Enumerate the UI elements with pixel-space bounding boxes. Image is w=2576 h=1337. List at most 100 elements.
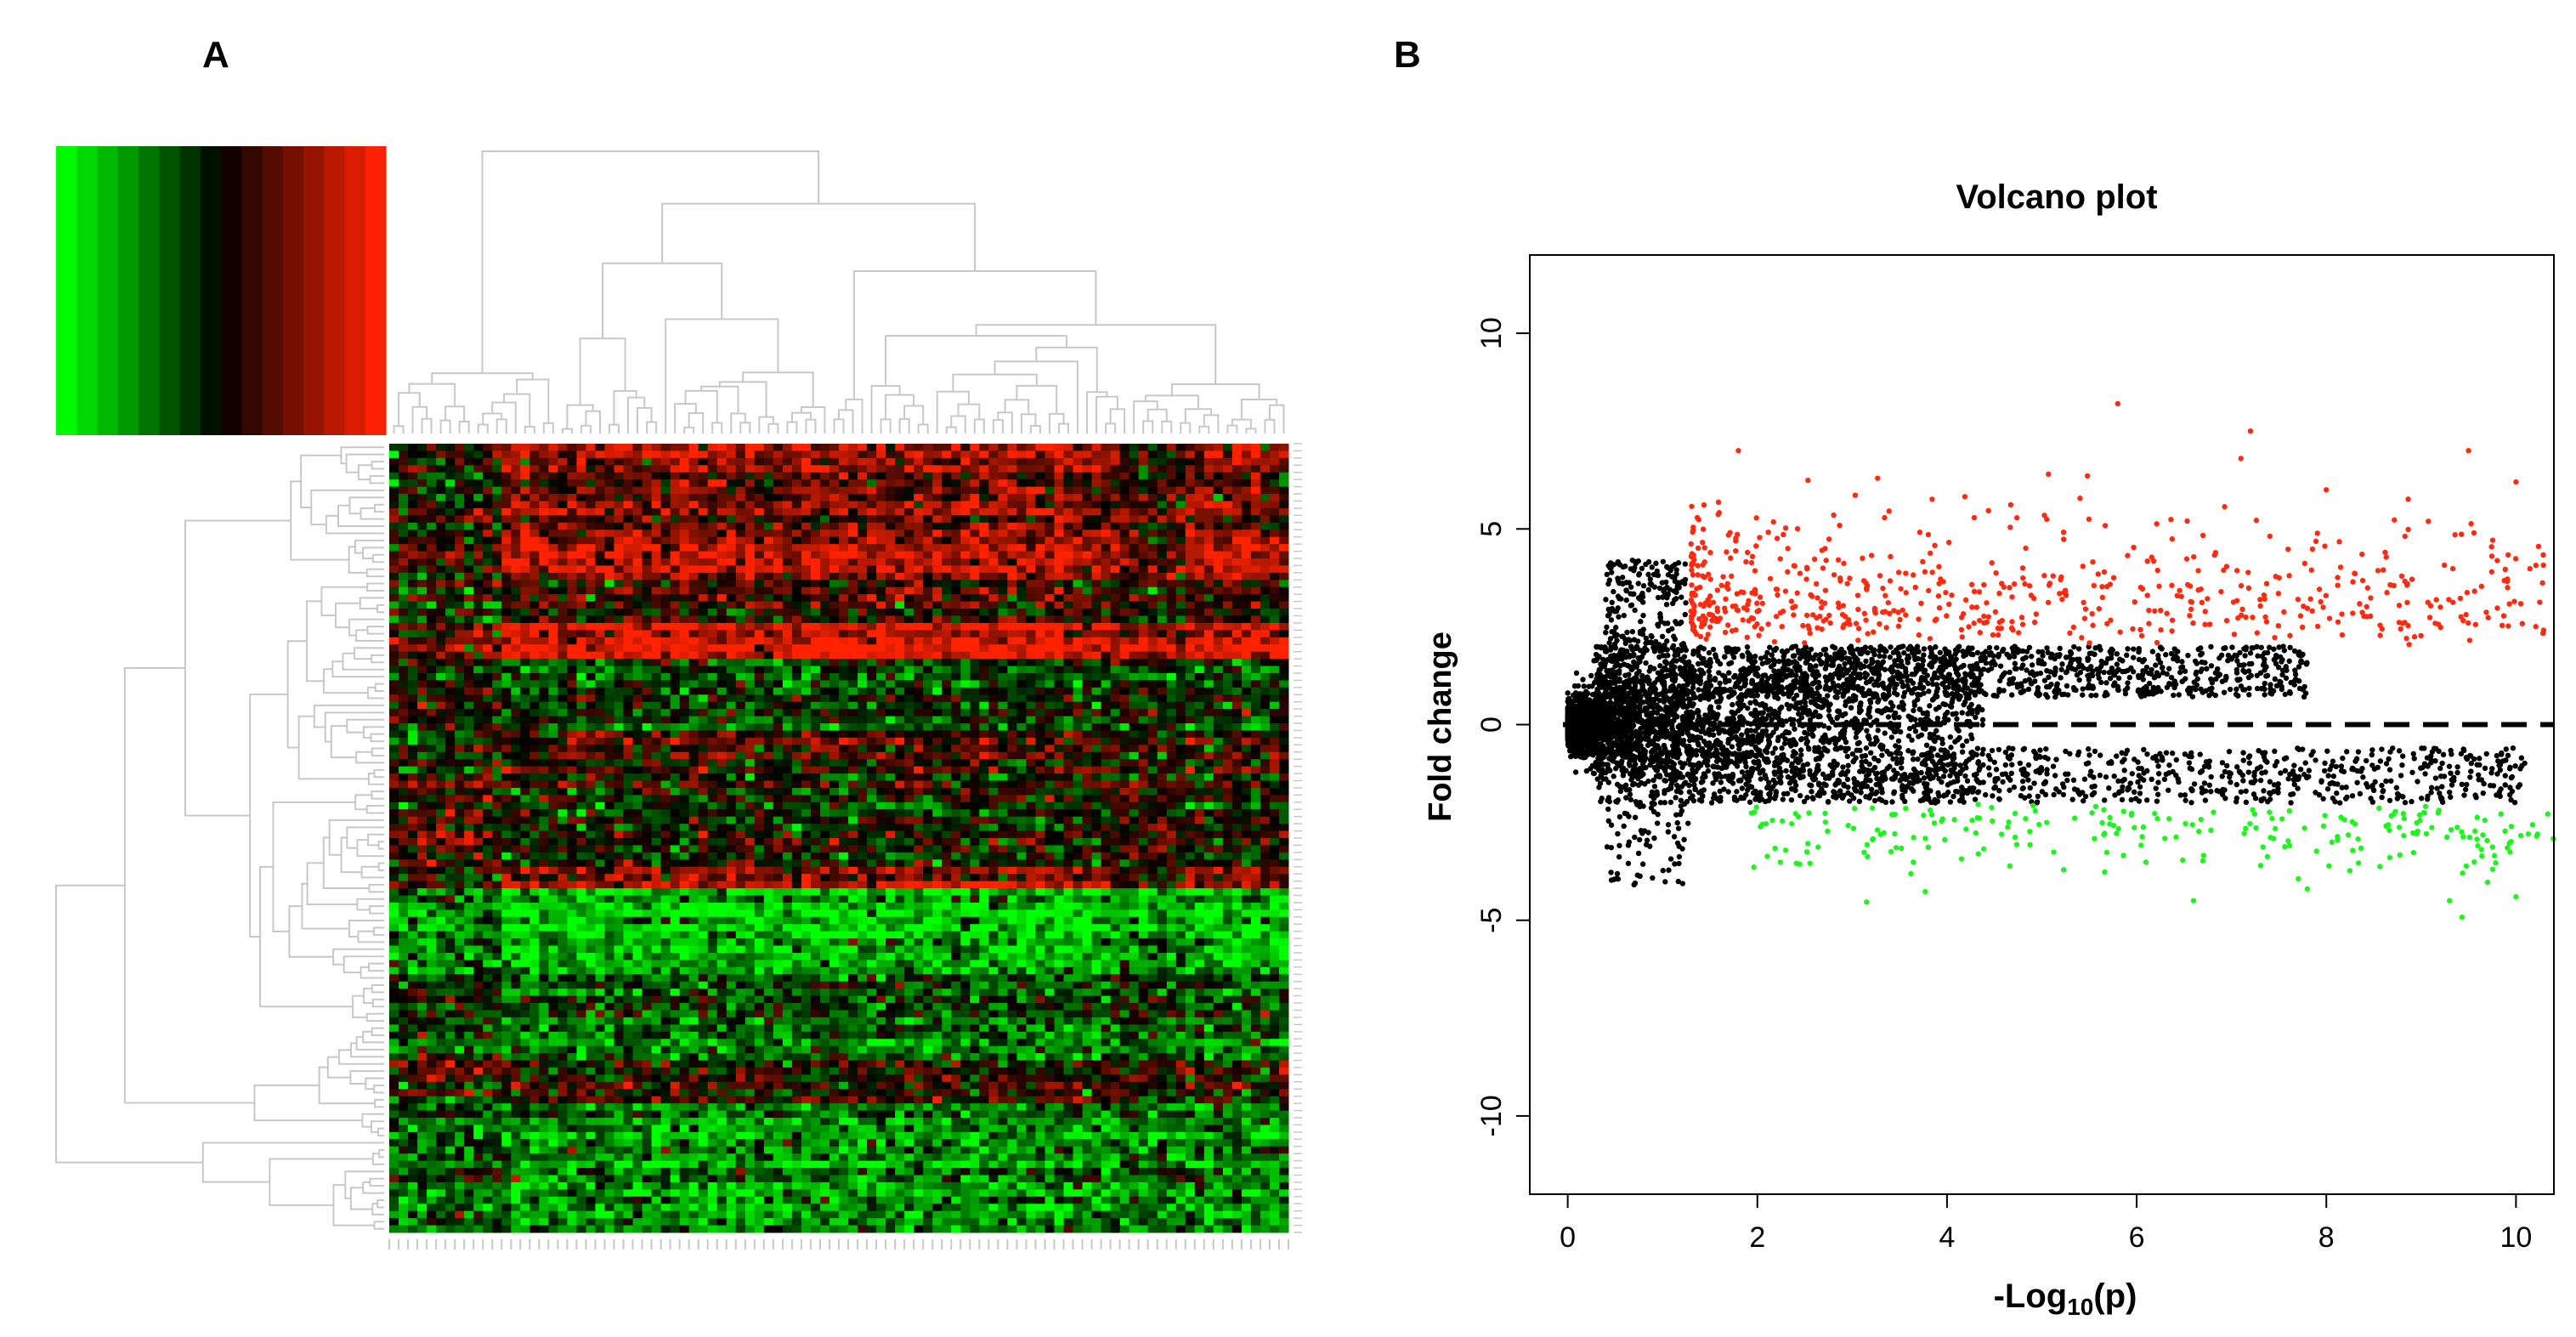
column-dendrogram-link (398, 392, 421, 427)
heatmap-cell (614, 644, 625, 653)
heatmap-cell (511, 701, 521, 710)
heatmap-cell (819, 723, 830, 731)
heatmap-cell (558, 737, 568, 745)
heatmap-cell (810, 701, 821, 710)
heatmap-cell (886, 472, 896, 480)
heatmap-cell (408, 601, 418, 609)
heatmap-cell (1269, 457, 1280, 466)
heatmap-cell (1203, 494, 1214, 501)
heatmap-cell (511, 694, 521, 703)
heatmap-cell (979, 551, 989, 559)
heatmap-cell (408, 465, 418, 473)
heatmap-cell (839, 572, 849, 581)
heatmap-cell (501, 694, 512, 703)
heatmap-cell (670, 486, 681, 495)
heatmap-cell (1026, 745, 1036, 753)
heatmap-cell (782, 494, 793, 501)
row-dendrogram-link (361, 1113, 384, 1128)
heatmap-cell (1203, 644, 1214, 653)
heatmap-cell (464, 659, 474, 667)
heatmap-cell (1045, 444, 1055, 451)
heatmap-cell (848, 486, 858, 495)
heatmap-cell (744, 680, 756, 688)
heatmap-cell (455, 745, 465, 753)
heatmap-cell (1194, 544, 1205, 552)
heatmap-cell (829, 723, 840, 731)
heatmap-cell (904, 644, 914, 653)
heatmap-cell (744, 701, 756, 710)
heatmap-cell (1157, 494, 1168, 501)
heatmap-cell (754, 594, 765, 603)
heatmap-cell (1101, 680, 1112, 688)
heatmap-cell (1222, 450, 1233, 459)
heatmap-cell (1091, 687, 1102, 695)
heatmap-cell (848, 759, 858, 768)
heatmap-cell (1026, 494, 1036, 501)
heatmap-cell (1269, 536, 1280, 545)
heatmap-cell (464, 465, 474, 473)
heatmap-cell (660, 594, 671, 603)
heatmap-cell (876, 565, 886, 574)
heatmap-cell (801, 780, 812, 789)
column-dendrogram-link (936, 390, 970, 433)
heatmap-cell (1129, 694, 1140, 703)
heatmap-cell (1250, 687, 1261, 695)
heatmap-cell (492, 666, 502, 674)
heatmap-cell (1026, 594, 1036, 603)
heatmap-cell (876, 551, 886, 559)
heatmap-cell (819, 609, 830, 616)
heatmap-cell (895, 723, 905, 731)
heatmap-cell (998, 530, 1008, 538)
heatmap-cell (970, 515, 980, 524)
heatmap-cell (632, 687, 643, 695)
heatmap-cell (735, 766, 746, 774)
heatmap-cell (1203, 780, 1214, 789)
heatmap-cell (1278, 723, 1289, 731)
row-dendrogram-link (306, 862, 358, 906)
heatmap-cell (979, 694, 989, 703)
heatmap-cell (473, 522, 484, 530)
heatmap-cell (632, 522, 643, 530)
heatmap-cell (819, 766, 830, 774)
heatmap-cell (839, 515, 849, 524)
heatmap-cell (970, 609, 980, 616)
heatmap-cell (979, 465, 989, 473)
heatmap-cell (1035, 444, 1045, 451)
heatmap-cell (688, 644, 699, 653)
heatmap-cell (773, 522, 784, 530)
heatmap-cell (1231, 687, 1243, 695)
heatmap-cell (595, 530, 605, 538)
heatmap-cell (455, 787, 465, 796)
heatmap-cell (951, 666, 961, 674)
heatmap-cell (445, 544, 456, 552)
heatmap-cell (932, 795, 943, 803)
heatmap-cell (1119, 759, 1130, 768)
heatmap-cell (548, 594, 558, 603)
heatmap-cell (670, 680, 681, 688)
heatmap-cell (904, 730, 914, 739)
heatmap-cell (707, 672, 718, 681)
heatmap-cell (960, 737, 971, 745)
heatmap-cell (998, 651, 1008, 660)
heatmap-cell (801, 723, 812, 731)
heatmap-cell (576, 544, 586, 552)
heatmap-cell (679, 558, 690, 566)
heatmap-cell (726, 737, 737, 745)
heatmap-cell (1241, 536, 1252, 545)
heatmap-cell (1241, 672, 1252, 681)
heatmap-cell (923, 586, 933, 595)
heatmap-cell (998, 507, 1008, 516)
heatmap-cell (623, 572, 634, 581)
heatmap-cell (801, 472, 812, 480)
heatmap-cell (1241, 457, 1252, 466)
heatmap-cell (773, 551, 784, 559)
heatmap-cell (1063, 572, 1074, 581)
heatmap-cell (960, 457, 971, 466)
heatmap-cell (923, 558, 933, 566)
heatmap-cell (408, 780, 418, 789)
heatmap-cell (876, 615, 886, 624)
heatmap-cell (886, 666, 896, 674)
heatmap-cell (1194, 716, 1205, 724)
heatmap-cell (501, 780, 512, 789)
heatmap-cell (1269, 651, 1280, 660)
